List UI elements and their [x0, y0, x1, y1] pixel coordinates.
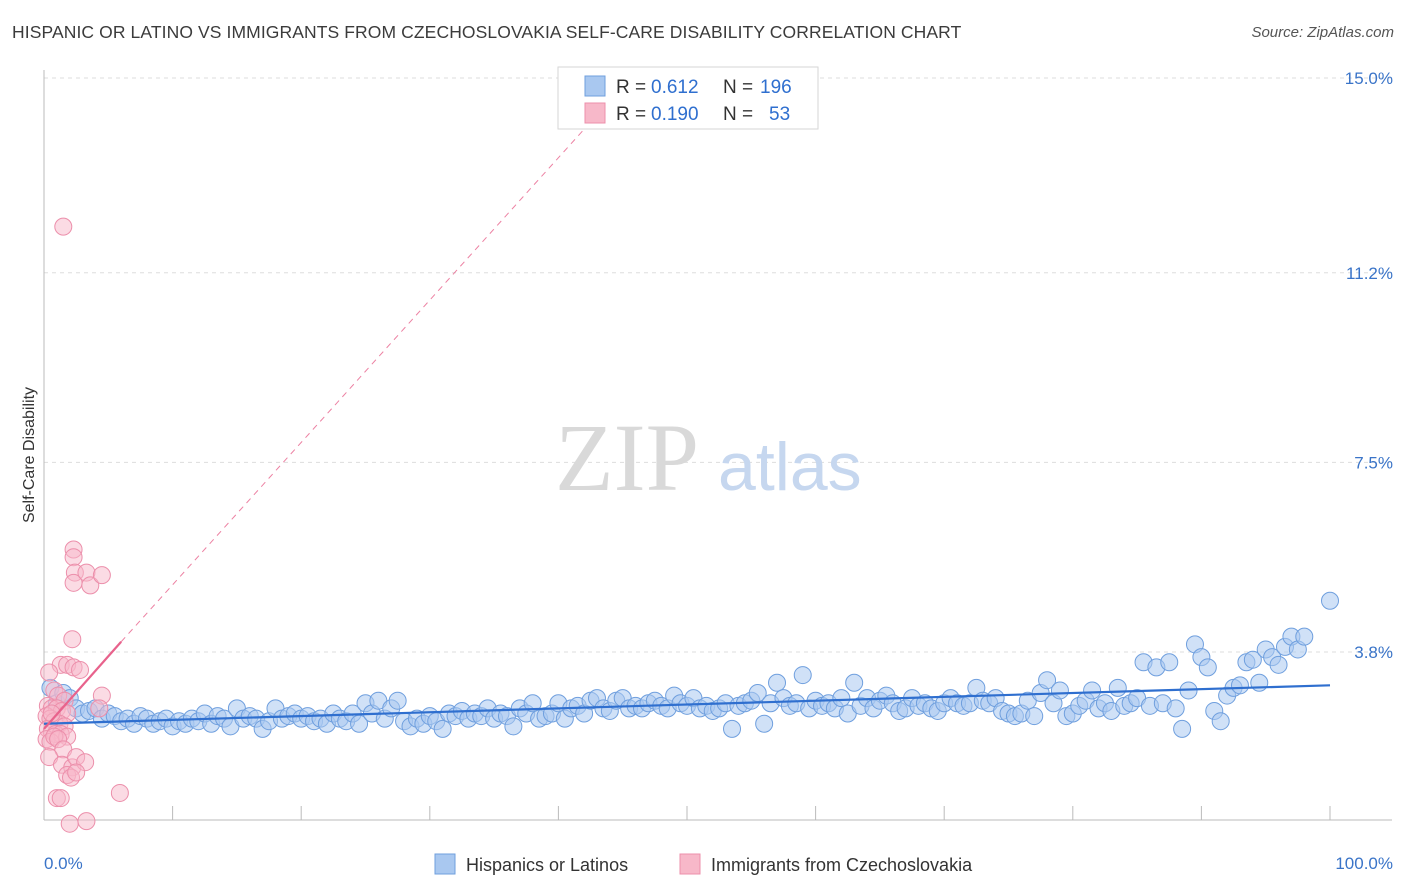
point-hispanics-106	[723, 719, 742, 738]
chart-title: HISPANIC OR LATINO VS IMMIGRANTS FROM CZ…	[12, 22, 962, 42]
point-hispanics-185	[1230, 676, 1249, 695]
legend-r-label-2: R =	[616, 104, 646, 125]
gridlines	[44, 77, 1392, 653]
y-axis-label: Self-Care Disability	[21, 387, 38, 523]
point-czech-51	[77, 812, 96, 831]
legend-n-value-2: 53	[769, 104, 790, 125]
legend-bottom-swatch-blue	[434, 853, 456, 875]
trend-line-czech-extension	[120, 128, 585, 643]
point-hispanics-187	[1243, 650, 1262, 669]
point-czech-23	[90, 699, 109, 718]
point-hispanics-191	[1269, 655, 1288, 674]
y-tick-label-2: 11.2%	[1346, 264, 1393, 283]
watermark-atlas: atlas	[718, 429, 862, 505]
point-hispanics-162	[1083, 681, 1102, 700]
point-hispanics-157	[1050, 681, 1069, 700]
x-tick-label-1: 100.0%	[1335, 854, 1393, 873]
point-hispanics-113	[768, 673, 787, 692]
point-czech-2	[64, 548, 83, 567]
legend-top: R = 0.612 N = 196 R = 0.190 N = 53	[557, 66, 819, 130]
y-tick-label-1: 7.5%	[1354, 453, 1393, 472]
point-hispanics-155	[1038, 671, 1057, 690]
legend-bottom-swatch-pink	[679, 853, 701, 875]
point-hispanics-196	[1321, 591, 1339, 610]
legend-swatch-blue	[584, 75, 606, 97]
legend-swatch-pink	[584, 102, 606, 124]
point-czech-8	[63, 630, 82, 649]
point-hispanics-166	[1108, 678, 1127, 697]
legend-n-value-1: 196	[760, 77, 792, 98]
series-hispanics-points	[41, 591, 1339, 738]
point-hispanics-153	[1025, 707, 1044, 726]
legend-bottom-label-1: Hispanics or Latinos	[466, 855, 628, 875]
point-hispanics-111	[755, 714, 774, 733]
point-hispanics-182	[1211, 712, 1230, 731]
legend-n-label-1: N =	[723, 77, 753, 98]
x-tick-label-0: 0.0%	[44, 854, 83, 873]
point-czech-46	[67, 763, 86, 782]
point-czech-52	[42, 704, 61, 723]
x-tick-labels: 0.0% 100.0%	[44, 854, 1393, 873]
legend-bottom-label-2: Immigrants from Czechoslovakia	[711, 855, 973, 875]
trend-lines	[43, 128, 1331, 730]
point-czech-50	[60, 814, 79, 833]
point-hispanics-125	[845, 673, 864, 692]
legend-bottom: Hispanics or Latinos Immigrants from Cze…	[434, 853, 973, 875]
point-czech-12	[71, 660, 90, 679]
series-czech-points	[37, 217, 129, 833]
point-czech-7	[92, 566, 111, 585]
point-hispanics-175	[1166, 699, 1185, 718]
point-hispanics-176	[1173, 719, 1192, 738]
axes	[43, 70, 1392, 821]
point-hispanics-180	[1198, 658, 1217, 677]
y-tick-label-3: 15.0%	[1345, 69, 1393, 88]
point-hispanics-72	[504, 717, 523, 736]
legend-r-value-1: 0.612	[651, 77, 699, 98]
point-czech-49	[110, 783, 129, 802]
point-hispanics-61	[433, 719, 452, 738]
point-hispanics-195	[1295, 627, 1314, 646]
y-tick-labels: 3.8% 7.5% 11.2% 15.0%	[1345, 69, 1393, 662]
point-hispanics-117	[793, 666, 812, 685]
point-hispanics-54	[388, 691, 407, 710]
point-czech-0	[54, 217, 73, 236]
point-hispanics-123	[832, 689, 851, 708]
point-czech-48	[51, 789, 70, 808]
point-hispanics-174	[1160, 653, 1179, 672]
source-label: Source: ZipAtlas.com	[1251, 24, 1394, 41]
legend-r-label-1: R =	[616, 77, 646, 98]
point-czech-6	[81, 576, 100, 595]
trend-line-czech	[43, 641, 122, 730]
legend-r-value-2: 0.190	[651, 104, 699, 125]
watermark: ZIP atlas	[555, 404, 862, 511]
watermark-zip: ZIP	[555, 404, 699, 511]
legend-n-label-2: N =	[723, 104, 753, 125]
point-czech-13	[40, 663, 59, 682]
y-tick-label-0: 3.8%	[1354, 643, 1393, 662]
trend-line-hispanics	[43, 684, 1331, 725]
point-hispanics-75	[523, 694, 542, 713]
